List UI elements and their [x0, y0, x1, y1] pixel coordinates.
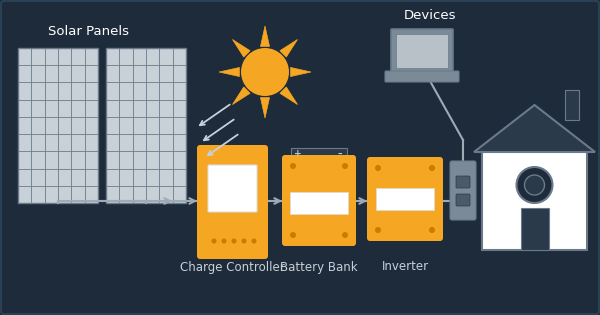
Circle shape: [342, 163, 348, 169]
FancyBboxPatch shape: [385, 71, 459, 82]
Polygon shape: [232, 39, 250, 57]
Text: Inverter: Inverter: [382, 261, 428, 273]
Circle shape: [212, 238, 217, 243]
FancyBboxPatch shape: [290, 192, 348, 214]
Text: Solar Panels: Solar Panels: [48, 25, 129, 38]
Bar: [565, 90, 579, 120]
FancyBboxPatch shape: [391, 29, 453, 73]
Circle shape: [290, 232, 296, 238]
FancyBboxPatch shape: [376, 188, 434, 210]
FancyBboxPatch shape: [18, 48, 98, 203]
Circle shape: [517, 167, 553, 203]
Text: Devices: Devices: [404, 9, 456, 22]
Polygon shape: [280, 39, 298, 57]
Circle shape: [251, 238, 257, 243]
Bar: [521, 208, 548, 250]
Bar: [482, 150, 587, 250]
Circle shape: [524, 175, 545, 195]
FancyBboxPatch shape: [367, 157, 443, 241]
Polygon shape: [260, 26, 269, 46]
Polygon shape: [280, 87, 298, 105]
FancyBboxPatch shape: [456, 194, 470, 206]
Text: +: +: [294, 150, 302, 158]
Polygon shape: [232, 87, 250, 105]
Text: Battery Bank: Battery Bank: [280, 261, 358, 273]
Polygon shape: [474, 105, 595, 152]
Circle shape: [232, 238, 236, 243]
Circle shape: [429, 227, 435, 233]
FancyBboxPatch shape: [208, 165, 257, 212]
Text: Charge Controller: Charge Controller: [180, 261, 285, 273]
FancyBboxPatch shape: [197, 145, 268, 259]
Circle shape: [290, 163, 296, 169]
Circle shape: [375, 227, 381, 233]
FancyBboxPatch shape: [396, 34, 448, 68]
Circle shape: [241, 48, 289, 96]
FancyBboxPatch shape: [106, 48, 186, 203]
Circle shape: [429, 165, 435, 171]
Circle shape: [241, 238, 247, 243]
FancyBboxPatch shape: [282, 155, 356, 246]
FancyBboxPatch shape: [456, 176, 470, 188]
Circle shape: [342, 232, 348, 238]
Polygon shape: [260, 98, 269, 118]
Polygon shape: [290, 67, 311, 77]
Polygon shape: [219, 67, 239, 77]
FancyBboxPatch shape: [450, 161, 476, 220]
Circle shape: [221, 238, 227, 243]
FancyBboxPatch shape: [291, 148, 347, 158]
Text: –: –: [338, 150, 342, 158]
Circle shape: [375, 165, 381, 171]
